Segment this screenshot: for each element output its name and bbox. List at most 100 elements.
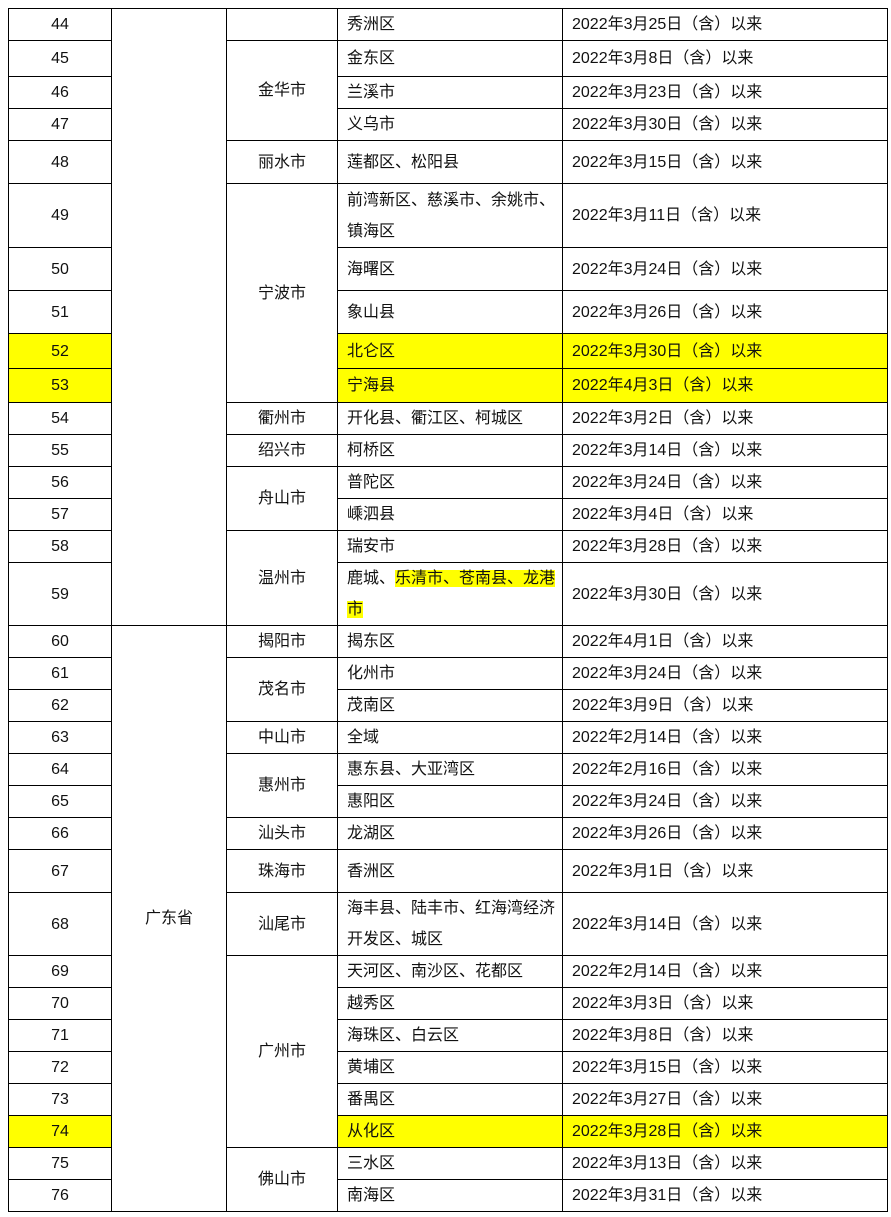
date-cell: 2022年3月28日（含）以来 [562, 530, 888, 563]
row-number: 71 [8, 1019, 112, 1052]
region-table: 44 秀洲区 2022年3月25日（含）以来 45 金华市 金东区 2022年3月8日（含）… [8, 8, 888, 1212]
city-cell: 揭阳市 [226, 625, 338, 658]
district-text: 香洲区 [347, 862, 396, 880]
province-cell: 广东省 [111, 625, 227, 1212]
date-cell: 2022年3月14日（含）以来 [562, 434, 888, 467]
row-number: 74 [8, 1115, 112, 1148]
district-cell: 三水区 [337, 1147, 563, 1180]
city-cell: 汕头市 [226, 817, 338, 850]
district-text: 从化区 [347, 1123, 396, 1140]
district-text: 象山县 [347, 303, 396, 321]
city-cell: 茂名市 [226, 657, 338, 722]
district-text: 惠阳区 [347, 793, 396, 810]
district-text: 柯桥区 [347, 442, 396, 459]
date-cell: 2022年3月26日（含）以来 [562, 817, 888, 850]
row-number: 52 [8, 333, 112, 369]
district-text: 义乌市 [347, 116, 396, 133]
district-cell: 番禺区 [337, 1083, 563, 1116]
row-number: 56 [8, 466, 112, 499]
district-cell: 莲都区、松阳县 [337, 140, 563, 184]
row-number: 67 [8, 849, 112, 893]
row-number: 60 [8, 625, 112, 658]
table-row: 49 宁波市 前湾新区、慈溪市、余姚市、镇海区 2022年3月11日（含）以来 [8, 183, 888, 403]
province-cell [111, 8, 227, 626]
row-number: 62 [8, 689, 112, 722]
table-row: 47 义乌市 2022年3月30日（含）以来 [8, 108, 888, 141]
district-text: 揭东区 [347, 633, 396, 650]
district-text: 惠东县、大亚湾区 [347, 761, 476, 778]
row-number: 61 [8, 657, 112, 690]
district-cell: 化州市 [337, 657, 563, 690]
row-number: 59 [8, 562, 112, 626]
district-cell: 瑞安市 [337, 530, 563, 563]
district-cell: 柯桥区 [337, 434, 563, 467]
table-row: 52 北仑区 2022年3月30日（含）以来 [8, 333, 888, 369]
table-row: 66 汕头市 龙湖区 2022年3月26日（含）以来 [8, 817, 888, 850]
district-text: 天河区、南沙区、花都区 [347, 963, 524, 980]
date-cell: 2022年3月31日（含）以来 [562, 1179, 888, 1212]
date-cell: 2022年3月11日（含）以来 [562, 183, 888, 248]
table-row: 76 南海区 2022年3月31日（含）以来 [8, 1179, 888, 1212]
district-cell: 惠东县、大亚湾区 [337, 753, 563, 786]
row-number: 58 [8, 530, 112, 563]
district-cell: 揭东区 [337, 625, 563, 658]
row-number: 54 [8, 402, 112, 435]
district-cell: 开化县、衢江区、柯城区 [337, 402, 563, 435]
city-cell: 佛山市 [226, 1147, 338, 1212]
district-cell: 茂南区 [337, 689, 563, 722]
district-text: 海珠区、白云区 [347, 1027, 460, 1044]
table-row: 60 广东省 揭阳市 揭东区 2022年4月1日（含）以来 [8, 625, 888, 1212]
date-cell: 2022年4月3日（含）以来 [562, 368, 888, 403]
table-row: 65 惠阳区 2022年3月24日（含）以来 [8, 785, 888, 818]
date-cell: 2022年2月16日（含）以来 [562, 753, 888, 786]
district-cell: 海丰县、陆丰市、红海湾经济开发区、城区 [337, 892, 563, 956]
row-number: 57 [8, 498, 112, 531]
table-row: 56 舟山市 普陀区 2022年3月24日（含）以来 [8, 466, 888, 531]
district-cell: 龙湖区 [337, 817, 563, 850]
city-cell: 绍兴市 [226, 434, 338, 467]
district-cell: 惠阳区 [337, 785, 563, 818]
row-number: 47 [8, 108, 112, 141]
date-cell: 2022年3月24日（含）以来 [562, 657, 888, 690]
row-number: 46 [8, 76, 112, 109]
row-number: 50 [8, 247, 112, 291]
table-row: 48 丽水市 莲都区、松阳县 2022年3月15日（含）以来 [8, 140, 888, 184]
district-text: 北仑区 [347, 342, 396, 360]
table-row: 59 鹿城、乐清市、苍南县、龙港市 2022年3月30日（含）以来 [8, 562, 888, 626]
table-body: 44 秀洲区 2022年3月25日（含）以来 45 金华市 金东区 2022年3月8日（含）… [8, 8, 888, 1212]
district-text: 嵊泗县 [347, 506, 396, 523]
date-cell: 2022年3月3日（含）以来 [562, 987, 888, 1020]
district-text: 兰溪市 [347, 84, 396, 101]
district-cell: 宁海县 [337, 368, 563, 403]
date-cell: 2022年3月24日（含）以来 [562, 466, 888, 499]
city-cell: 宁波市 [226, 183, 338, 403]
district-cell: 南海区 [337, 1179, 563, 1212]
date-cell: 2022年3月30日（含）以来 [562, 562, 888, 626]
district-cell: 兰溪市 [337, 76, 563, 109]
date-cell: 2022年3月4日（含）以来 [562, 498, 888, 531]
row-number: 64 [8, 753, 112, 786]
table-row: 46 兰溪市 2022年3月23日（含）以来 [8, 76, 888, 109]
district-text: 南海区 [347, 1187, 396, 1204]
row-number: 51 [8, 290, 112, 334]
district-cell: 前湾新区、慈溪市、余姚市、镇海区 [337, 183, 563, 248]
date-cell: 2022年3月9日（含）以来 [562, 689, 888, 722]
date-cell: 2022年3月13日（含）以来 [562, 1147, 888, 1180]
table-row: 45 金华市 金东区 2022年3月8日（含）以来 [8, 40, 888, 141]
city-cell: 广州市 [226, 955, 338, 1148]
date-cell: 2022年4月1日（含）以来 [562, 625, 888, 658]
table-row: 44 秀洲区 2022年3月25日（含）以来 [8, 8, 888, 626]
district-text: 番禺区 [347, 1091, 396, 1108]
district-text: 金东区 [347, 50, 396, 67]
city-cell: 中山市 [226, 721, 338, 754]
row-number: 55 [8, 434, 112, 467]
date-cell: 2022年3月30日（含）以来 [562, 333, 888, 369]
district-cell: 全域 [337, 721, 563, 754]
district-text: 莲都区、松阳县 [347, 153, 460, 171]
district-cell: 从化区 [337, 1115, 563, 1148]
district-cell: 海珠区、白云区 [337, 1019, 563, 1052]
table-row: 73 番禺区 2022年3月27日（含）以来 [8, 1083, 888, 1116]
table-row: 53 宁海县 2022年4月3日（含）以来 [8, 368, 888, 403]
row-number: 65 [8, 785, 112, 818]
table-row: 62 茂南区 2022年3月9日（含）以来 [8, 689, 888, 722]
